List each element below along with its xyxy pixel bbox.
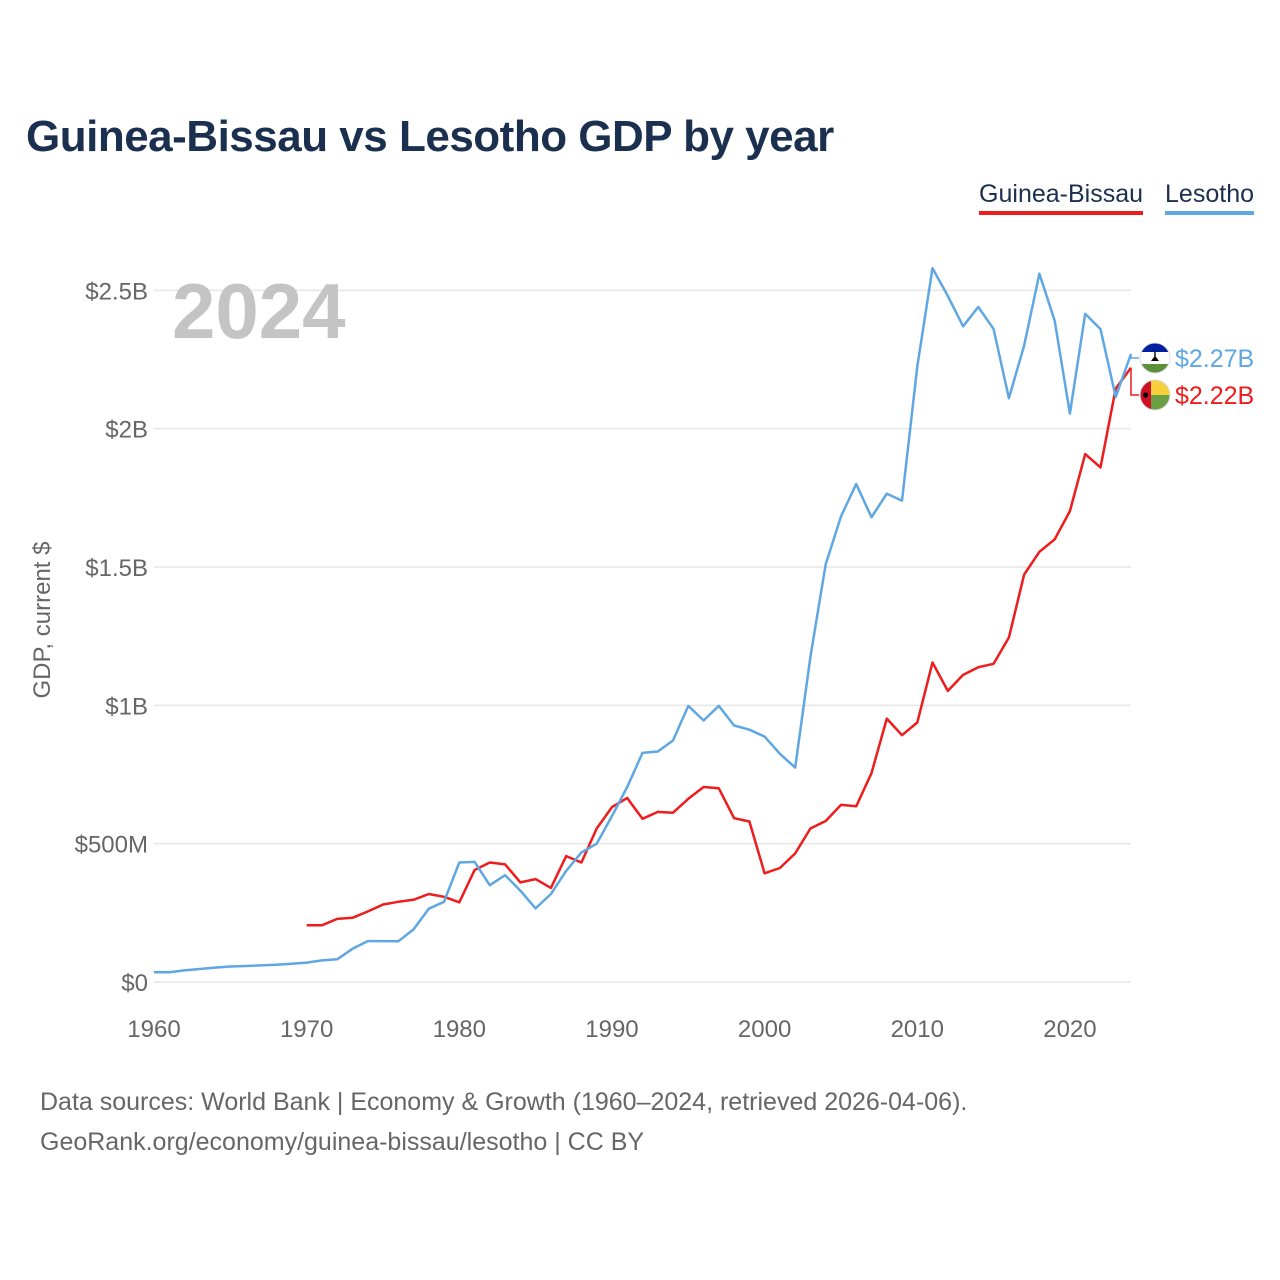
x-tick-label: 2000 xyxy=(738,1016,791,1043)
series-line-guinea-bissau[interactable] xyxy=(306,367,1133,927)
x-tick-label: 2010 xyxy=(891,1016,944,1043)
y-tick-label: $1.5B xyxy=(85,555,148,582)
y-tick-label: $500M xyxy=(75,832,148,859)
source-line-1: Data sources: World Bank | Economy & Gro… xyxy=(40,1088,968,1116)
y-tick-label: $1B xyxy=(105,693,148,720)
x-tick-label: 1970 xyxy=(280,1016,333,1043)
end-value-label: $2.22B xyxy=(1175,382,1254,410)
current-year-label: 2024 xyxy=(172,267,346,355)
y-axis-ticks: $0 $500M $1B $1.5B $2B $2.5B xyxy=(75,278,148,997)
y-axis-title: GDP, current $ xyxy=(29,542,56,699)
guinea-bissau-flag-icon xyxy=(1139,379,1171,411)
x-tick-label: 1980 xyxy=(433,1016,486,1043)
legend: Guinea-Bissau Lesotho xyxy=(979,180,1254,215)
gridlines xyxy=(154,289,1131,983)
end-label-connector xyxy=(1130,353,1139,359)
lesotho-flag-icon xyxy=(1139,342,1171,374)
source-line-2[interactable]: GeoRank.org/economy/guinea-bissau/lesoth… xyxy=(40,1128,645,1156)
series-end-labels: $2.22B $2.27B xyxy=(1130,342,1254,411)
x-tick-label: 2020 xyxy=(1043,1016,1096,1043)
end-value-label: $2.27B xyxy=(1175,345,1254,373)
y-tick-label: $2B xyxy=(105,417,148,444)
source-note: Data sources: World Bank | Economy & Gro… xyxy=(40,1082,967,1162)
x-tick-label: 1960 xyxy=(127,1016,180,1043)
legend-item-lesotho[interactable]: Lesotho xyxy=(1165,180,1254,215)
y-tick-label: $2.5B xyxy=(85,278,148,305)
x-tick-label: 1990 xyxy=(585,1016,638,1043)
series-lines xyxy=(154,266,1133,974)
x-axis-ticks: 1960 1970 1980 1990 2000 2010 2020 xyxy=(127,1016,1096,1043)
series-line-lesotho[interactable] xyxy=(154,266,1133,974)
y-tick-label: $0 xyxy=(121,970,148,997)
chart-title: Guinea-Bissau vs Lesotho GDP by year xyxy=(26,112,834,161)
end-label-connector xyxy=(1130,367,1139,396)
legend-item-guinea-bissau[interactable]: Guinea-Bissau xyxy=(979,180,1144,215)
